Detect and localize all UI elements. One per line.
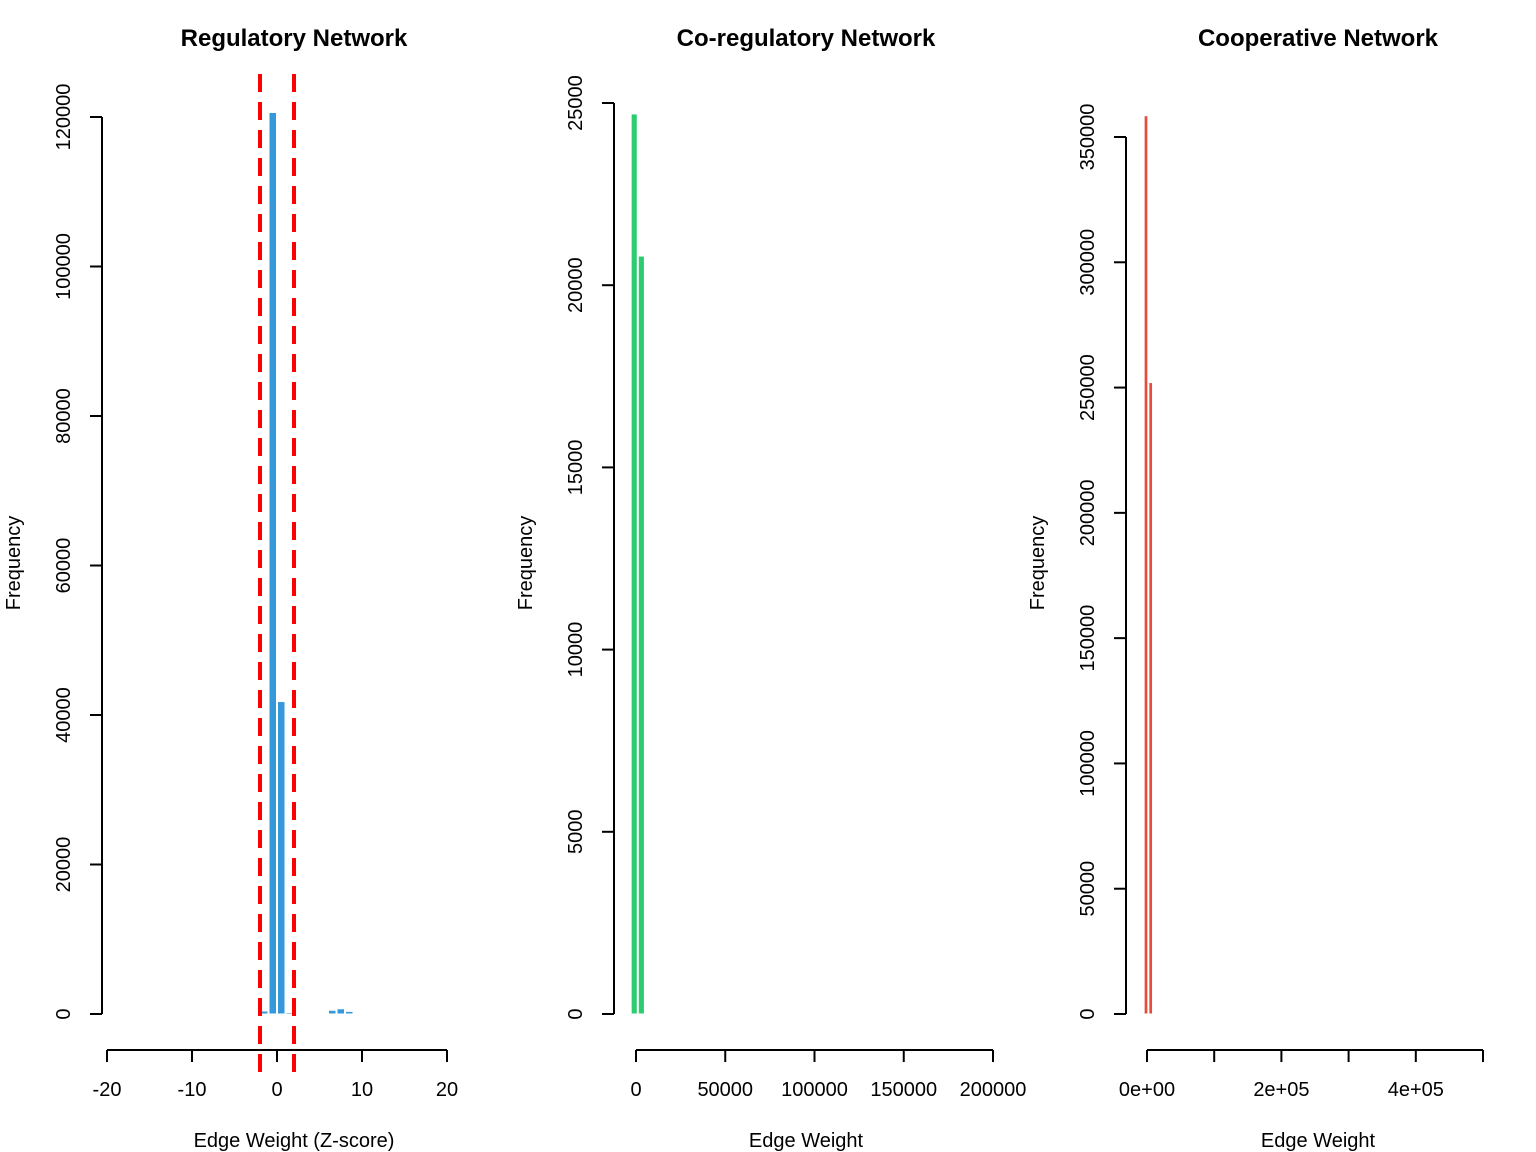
histogram-bar xyxy=(345,1010,354,1015)
y-tick-label: 100000 xyxy=(53,233,75,300)
y-tick-label: 0 xyxy=(1077,1008,1099,1019)
y-axis-label: Frequency xyxy=(3,516,25,611)
chart-title: Cooperative Network xyxy=(1198,25,1439,52)
x-axis-label: Edge Weight xyxy=(749,1130,864,1152)
histogram-bar xyxy=(1148,382,1154,1015)
histogram-bar xyxy=(353,1012,362,1015)
x-tick-label: 150000 xyxy=(870,1079,937,1101)
x-tick-label: 10 xyxy=(351,1079,373,1101)
histogram-bar xyxy=(1143,115,1149,1015)
y-tick-label: 300000 xyxy=(1077,229,1099,296)
histogram-bar xyxy=(268,112,277,1015)
y-tick-label: 40000 xyxy=(53,687,75,743)
y-tick-label: 100000 xyxy=(1077,730,1099,797)
y-tick-label: 20000 xyxy=(565,257,587,313)
x-tick-label: 2e+05 xyxy=(1253,1079,1309,1101)
x-tick-label: 0 xyxy=(630,1079,641,1101)
x-tick-label: 4e+05 xyxy=(1388,1079,1444,1101)
y-tick-label: 5000 xyxy=(565,810,587,855)
chart-title: Co-regulatory Network xyxy=(677,25,936,52)
x-tick-label: 200000 xyxy=(960,1079,1027,1101)
chart-title: Regulatory Network xyxy=(181,25,408,52)
y-tick-label: 50000 xyxy=(1077,861,1099,917)
histogram-bar xyxy=(328,1009,337,1015)
y-tick-label: 250000 xyxy=(1077,354,1099,421)
y-tick-label: 25000 xyxy=(565,75,587,131)
x-tick-label: 0 xyxy=(271,1079,282,1101)
y-tick-label: 10000 xyxy=(565,622,587,678)
y-axis-label: Frequency xyxy=(515,516,537,611)
y-axis-label: Frequency xyxy=(1027,516,1049,611)
histogram-bar xyxy=(277,701,286,1015)
histogram-bar xyxy=(336,1008,345,1015)
histogram-bar xyxy=(637,255,645,1015)
y-tick-label: 15000 xyxy=(565,440,587,496)
y-tick-label: 200000 xyxy=(1077,479,1099,546)
y-tick-label: 20000 xyxy=(53,837,75,893)
x-tick-label: 0e+00 xyxy=(1119,1079,1175,1101)
panel-cooperative: Cooperative Network 0 50000 100000 150000 200… xyxy=(1027,25,1484,1152)
histogram-bar xyxy=(630,113,638,1015)
x-tick-label: -10 xyxy=(178,1079,207,1101)
y-tick-label: 0 xyxy=(565,1008,587,1019)
y-tick-label: 0 xyxy=(53,1008,75,1019)
x-tick-label: -20 xyxy=(93,1079,122,1101)
y-tick-label: 60000 xyxy=(53,538,75,594)
y-tick-label: 150000 xyxy=(1077,605,1099,672)
x-tick-label: 100000 xyxy=(781,1079,848,1101)
panel-regulatory: Regulatory Network 0 20000 40000 60000 80000 1… xyxy=(3,25,458,1152)
y-tick-label: 80000 xyxy=(53,388,75,444)
x-axis-label: Edge Weight (Z-score) xyxy=(194,1130,395,1152)
panel-coregulatory: Co-regulatory Network 0 5000 10000 15000 2000… xyxy=(515,25,1026,1152)
x-tick-label: 50000 xyxy=(697,1079,753,1101)
y-tick-label: 120000 xyxy=(53,84,75,151)
x-axis-label: Edge Weight xyxy=(1261,1130,1376,1152)
x-tick-label: 20 xyxy=(436,1079,458,1101)
y-tick-label: 350000 xyxy=(1077,104,1099,171)
